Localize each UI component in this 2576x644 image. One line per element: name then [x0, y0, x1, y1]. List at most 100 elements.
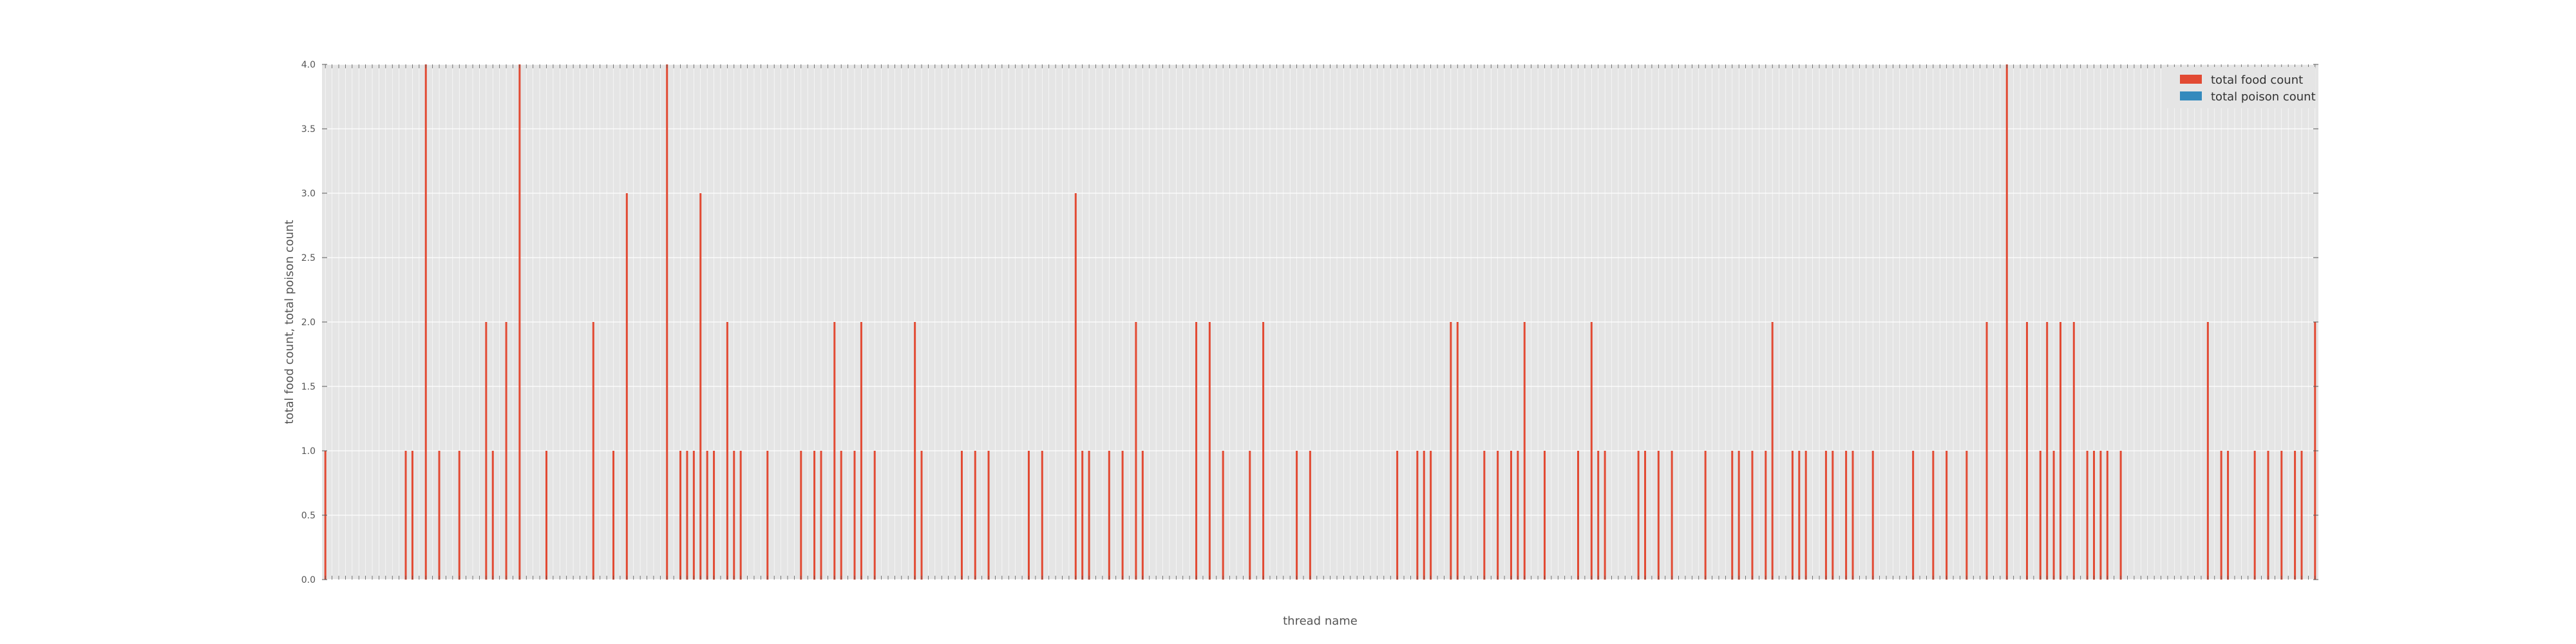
- bar-food-count: [1456, 322, 1459, 580]
- bar-food-count: [706, 451, 708, 580]
- bar-food-count: [733, 451, 735, 580]
- bar-food-count: [2220, 451, 2222, 580]
- bar-food-count: [2106, 451, 2108, 580]
- bar-food-count: [411, 451, 413, 580]
- bar-food-count: [1222, 451, 1224, 580]
- y-tick-label: 1.5: [301, 382, 316, 392]
- bar-food-count: [1751, 451, 1754, 580]
- bar-food-count: [2253, 451, 2256, 580]
- bar-food-count: [2093, 451, 2096, 580]
- legend: total food count total poison count: [2167, 67, 2316, 108]
- y-tick-label: 0.0: [301, 575, 316, 585]
- y-axis-label: total food count, total poison count: [283, 220, 296, 424]
- bar-food-count: [485, 322, 488, 580]
- bar-food-count: [1497, 451, 1499, 580]
- bar-food-count: [920, 451, 923, 580]
- bar-food-count: [840, 451, 842, 580]
- bar-food-count: [726, 322, 728, 580]
- bar-food-count: [1027, 451, 1030, 580]
- bar-food-count: [1985, 322, 1988, 580]
- bar-food-count: [1798, 451, 1801, 580]
- bar-food-count: [1517, 451, 1519, 580]
- bar-food-count: [666, 64, 668, 580]
- bar-food-count: [2227, 451, 2230, 580]
- bar-food-count: [1523, 322, 1526, 580]
- y-axis-ticks: 0.0 0.5 1.0 1.5 2.0 2.5 3.0 3.5 4.0: [301, 60, 2318, 585]
- bar-food-count: [833, 322, 836, 580]
- bar-food-count: [491, 451, 494, 580]
- bar-food-count: [813, 451, 816, 580]
- bar-food-count: [1731, 451, 1734, 580]
- bar-food-count: [739, 451, 742, 580]
- x-axis-ticks: [325, 64, 2316, 580]
- bar-food-count: [1543, 451, 1546, 580]
- bar-food-count: [713, 451, 715, 580]
- bar-food-count: [1208, 322, 1211, 580]
- bar-food-count: [1671, 451, 1673, 580]
- bar-food-count: [2086, 451, 2088, 580]
- bar-food-count: [1135, 322, 1137, 580]
- bar-food-count: [1804, 451, 1807, 580]
- bar-food-count: [2039, 451, 2041, 580]
- bar-food-count: [505, 322, 507, 580]
- bar-food-count: [679, 451, 682, 580]
- bar-food-count: [873, 451, 876, 580]
- bar-food-count: [458, 451, 460, 580]
- bar-food-count: [1396, 451, 1399, 580]
- bar-food-count: [625, 193, 628, 580]
- y-tick-label: 0.5: [301, 511, 316, 521]
- legend-label-food: total food count: [2211, 73, 2303, 87]
- y-tick-label: 2.5: [301, 253, 316, 263]
- legend-swatch-food: [2180, 75, 2202, 84]
- bar-food-count: [692, 451, 695, 580]
- bar-food-count: [2300, 451, 2303, 580]
- y-tick-label: 2.0: [301, 317, 316, 328]
- bar-food-count: [2294, 451, 2297, 580]
- bar-food-count: [1249, 451, 1251, 580]
- bar-food-count: [2052, 451, 2055, 580]
- bar-food-count: [424, 64, 427, 580]
- bar-food-count: [974, 451, 976, 580]
- bar-food-count: [1765, 451, 1767, 580]
- bar-food-count: [1416, 451, 1419, 580]
- bar-food-count: [1195, 322, 1198, 580]
- bar-food-count: [1965, 451, 1968, 580]
- bar-food-count: [1932, 451, 1935, 580]
- bar-food-count: [987, 451, 990, 580]
- bar-food-count: [686, 451, 688, 580]
- bar-food-count: [1483, 451, 1486, 580]
- bar-food-count: [518, 64, 521, 580]
- bar-food-count: [404, 451, 407, 580]
- bar-food-count: [1262, 322, 1265, 580]
- bar-food-count: [1852, 451, 1854, 580]
- bar-food-count: [1644, 451, 1647, 580]
- bar-food-count: [1041, 451, 1043, 580]
- bar-food-count: [2280, 451, 2283, 580]
- bar-food-count: [1791, 451, 1794, 580]
- bar-food-count: [1824, 451, 1827, 580]
- bar-food-count: [612, 451, 615, 580]
- bar-food-count: [1738, 451, 1740, 580]
- bar-food-count: [853, 451, 856, 580]
- bar-food-count: [1832, 451, 1834, 580]
- bar-food-count: [1074, 193, 1077, 580]
- bar-food-count: [960, 451, 963, 580]
- bar-food-count: [2005, 64, 2008, 580]
- bar-food-count: [699, 193, 702, 580]
- bar-food-count: [800, 451, 802, 580]
- bar-food-count: [2206, 322, 2209, 580]
- bar-food-count: [1108, 451, 1110, 580]
- bar-food-count: [1577, 451, 1580, 580]
- bar-food-count: [592, 322, 594, 580]
- bar-food-count: [1121, 451, 1124, 580]
- legend-swatch-poison: [2180, 91, 2202, 100]
- y-tick-label: 4.0: [301, 60, 316, 70]
- bar-food-count: [820, 451, 822, 580]
- y-tick-label: 1.0: [301, 446, 316, 457]
- bar-food-count: [1657, 451, 1660, 580]
- bar-food-count: [1597, 451, 1600, 580]
- x-axis-label: thread name: [1283, 614, 1358, 628]
- bar-food-count: [1590, 322, 1593, 580]
- bar-food-count: [2072, 322, 2075, 580]
